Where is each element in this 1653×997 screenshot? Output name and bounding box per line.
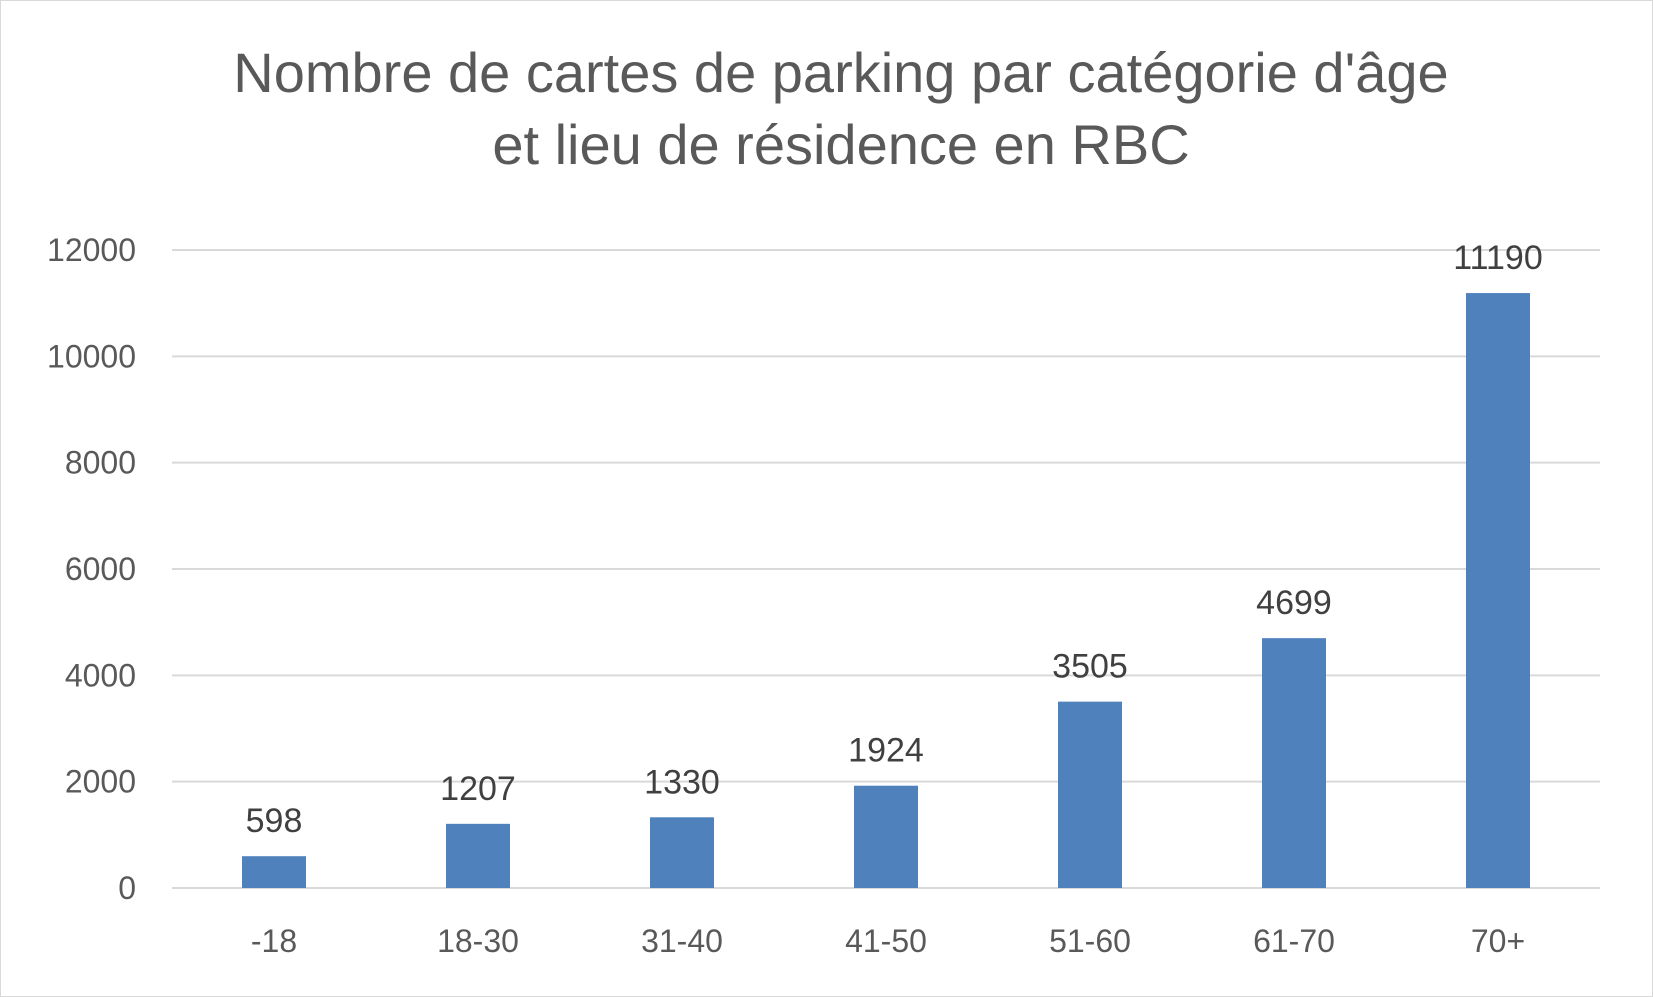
data-label-61-70: 4699 bbox=[1256, 584, 1332, 622]
chart-title: Nombre de cartes de parking par catégori… bbox=[1, 37, 1653, 181]
y-tick-label-6: 12000 bbox=[47, 232, 136, 268]
y-tick-label-5: 10000 bbox=[47, 338, 136, 374]
bar-51-60 bbox=[1058, 701, 1122, 888]
data-label-70+: 11190 bbox=[1453, 239, 1543, 277]
bar--18 bbox=[242, 856, 306, 888]
x-tick-label-61-70: 61-70 bbox=[1253, 923, 1335, 959]
bar-18-30 bbox=[446, 823, 510, 888]
bar-70+ bbox=[1466, 293, 1530, 888]
data-label-31-40: 1330 bbox=[644, 763, 720, 801]
data-label-41-50: 1924 bbox=[848, 732, 924, 770]
bar-41-50 bbox=[854, 785, 918, 888]
x-tick-label-70+: 70+ bbox=[1471, 923, 1525, 959]
y-tick-label-1: 2000 bbox=[65, 764, 136, 800]
chart-title-line-1: Nombre de cartes de parking par catégori… bbox=[233, 41, 1449, 104]
chart-title-line-2: et lieu de résidence en RBC bbox=[492, 113, 1190, 176]
bar-31-40 bbox=[650, 817, 714, 888]
data-label-18-30: 1207 bbox=[440, 770, 516, 808]
y-tick-label-2: 4000 bbox=[65, 657, 136, 693]
y-tick-label-3: 6000 bbox=[65, 551, 136, 587]
x-tick-label-41-50: 41-50 bbox=[845, 923, 927, 959]
x-tick-label-18-30: 18-30 bbox=[437, 923, 519, 959]
y-tick-label-4: 8000 bbox=[65, 445, 136, 481]
x-tick-label-51-60: 51-60 bbox=[1049, 923, 1131, 959]
data-label--18: 598 bbox=[246, 802, 303, 840]
x-tick-label-31-40: 31-40 bbox=[641, 923, 723, 959]
bar-61-70 bbox=[1262, 638, 1326, 888]
x-tick-label--18: -18 bbox=[251, 923, 297, 959]
y-tick-label-0: 0 bbox=[118, 870, 136, 906]
data-label-51-60: 3505 bbox=[1052, 648, 1128, 686]
